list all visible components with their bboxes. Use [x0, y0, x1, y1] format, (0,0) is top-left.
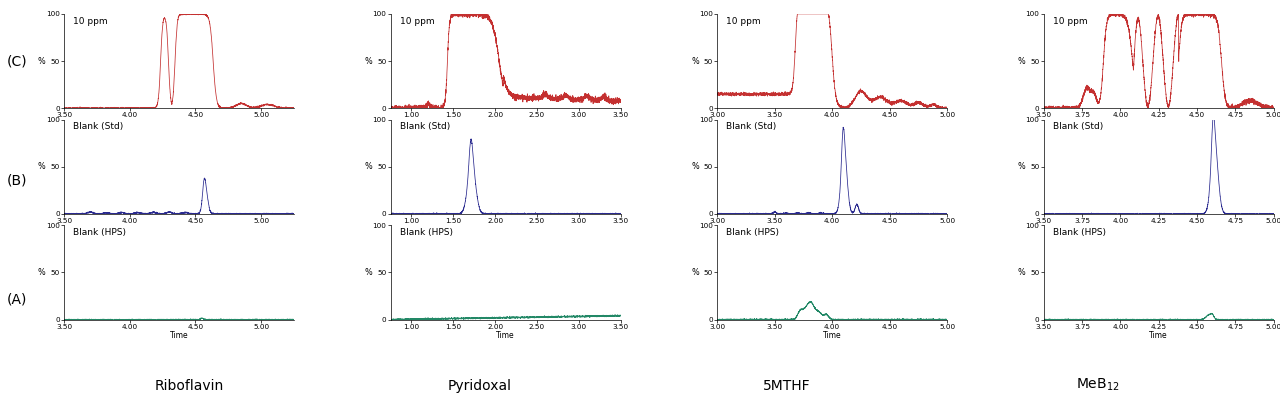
Text: MeB$_{12}$: MeB$_{12}$ [1076, 377, 1120, 393]
Text: Blank (Std): Blank (Std) [399, 122, 451, 131]
Y-axis label: %: % [691, 56, 699, 66]
Y-axis label: %: % [1018, 162, 1025, 171]
Text: (C): (C) [6, 54, 27, 69]
Text: Blank (Std): Blank (Std) [1053, 122, 1103, 131]
X-axis label: Time: Time [1149, 331, 1167, 340]
Y-axis label: %: % [1018, 268, 1025, 277]
Text: (A): (A) [6, 293, 27, 307]
Y-axis label: %: % [691, 268, 699, 277]
Text: Blank (HPS): Blank (HPS) [399, 228, 453, 237]
Y-axis label: %: % [38, 268, 46, 277]
X-axis label: Time: Time [170, 331, 188, 340]
Y-axis label: %: % [1018, 56, 1025, 66]
Text: Riboflavin: Riboflavin [155, 379, 224, 393]
Text: Blank (Std): Blank (Std) [726, 122, 777, 131]
Text: Blank (Std): Blank (Std) [73, 122, 123, 131]
Y-axis label: %: % [365, 162, 372, 171]
Text: 10 ppm: 10 ppm [73, 17, 108, 26]
Text: 10 ppm: 10 ppm [726, 17, 760, 26]
Text: 5MTHF: 5MTHF [763, 379, 812, 393]
Text: (B): (B) [6, 173, 27, 188]
Text: 10 ppm: 10 ppm [399, 17, 434, 26]
Y-axis label: %: % [365, 268, 372, 277]
X-axis label: Time: Time [823, 331, 841, 340]
Y-axis label: %: % [691, 162, 699, 171]
X-axis label: Time: Time [497, 331, 515, 340]
Text: Blank (HPS): Blank (HPS) [73, 228, 127, 237]
Text: Blank (HPS): Blank (HPS) [726, 228, 780, 237]
Y-axis label: %: % [38, 162, 46, 171]
Text: Pyridoxal: Pyridoxal [448, 379, 512, 393]
Y-axis label: %: % [38, 56, 46, 66]
Text: Blank (HPS): Blank (HPS) [1053, 228, 1106, 237]
Text: 10 ppm: 10 ppm [1053, 17, 1088, 26]
Y-axis label: %: % [365, 56, 372, 66]
